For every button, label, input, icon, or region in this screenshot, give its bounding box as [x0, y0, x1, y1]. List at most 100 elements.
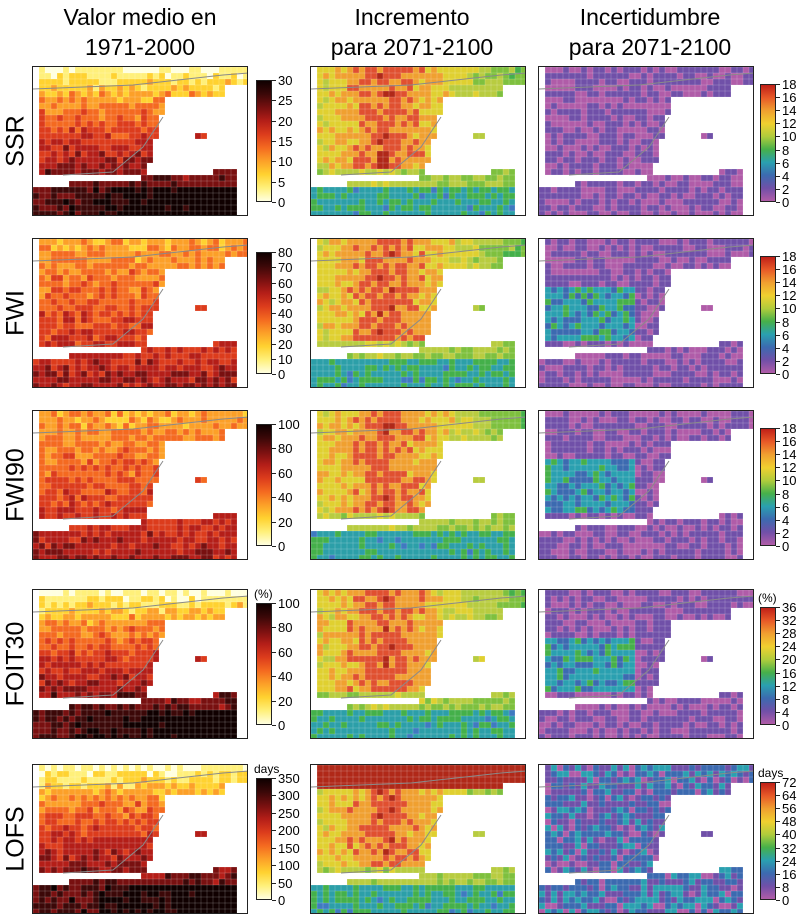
map-cell: [605, 187, 611, 193]
map-cell: [225, 549, 231, 555]
map-cell: [159, 193, 165, 199]
map-cell: [581, 187, 587, 193]
map-cell: [317, 317, 323, 323]
map-cell: [183, 245, 189, 251]
map-cell: [659, 269, 665, 275]
colorbar-tick-label: 30: [278, 74, 292, 87]
map-cell: [677, 205, 683, 211]
map-cell: [635, 269, 641, 275]
map-cell: [497, 199, 503, 205]
map-cell: [401, 263, 407, 269]
map-cell: [87, 453, 93, 459]
map-cell: [213, 169, 219, 175]
map-cell: [153, 257, 159, 263]
map-cell: [437, 257, 443, 263]
map-cell: [497, 211, 503, 216]
map-cell: [207, 175, 213, 181]
map-cell: [599, 181, 605, 187]
map-cell: [683, 175, 689, 181]
map-cell: [395, 329, 401, 335]
map-cell: [63, 145, 69, 151]
map-cell: [563, 139, 569, 145]
map-cell: [311, 365, 317, 371]
map-cell: [183, 417, 189, 423]
map-cell: [581, 287, 587, 293]
map-cell: [713, 193, 719, 199]
map-cell: [515, 411, 521, 417]
map-cell: [105, 323, 111, 329]
map-cell: [63, 317, 69, 323]
map-cell: [87, 311, 93, 317]
map-cell: [377, 477, 383, 483]
map-cell: [473, 359, 479, 365]
map-cell: [93, 305, 99, 311]
map-cell: [51, 555, 57, 560]
map-cell: [69, 67, 75, 73]
map-cell: [443, 193, 449, 199]
map-cell: [81, 477, 87, 483]
map-cell: [63, 329, 69, 335]
map-cell: [81, 299, 87, 305]
map-cell: [605, 193, 611, 199]
map-cell: [75, 205, 81, 211]
map-cell: [455, 365, 461, 371]
map-cell: [347, 205, 353, 211]
map-cell: [671, 383, 677, 388]
map-cell: [383, 435, 389, 441]
map-cell: [57, 115, 63, 121]
map-cell: [195, 365, 201, 371]
map-cell: [413, 245, 419, 251]
map-cell: [57, 423, 63, 429]
map-cell: [141, 287, 147, 293]
map-cell: [195, 251, 201, 257]
map-cell: [69, 411, 75, 417]
map-cell: [323, 471, 329, 477]
map-cell: [551, 169, 557, 175]
map-cell: [647, 163, 653, 169]
map-cell: [123, 435, 129, 441]
map-cell: [225, 199, 231, 205]
map-cell: [479, 257, 485, 263]
map-cell: [129, 383, 135, 388]
map-cell: [407, 293, 413, 299]
map-cell: [491, 67, 497, 73]
map-cell: [683, 193, 689, 199]
map-cell: [695, 199, 701, 205]
map-cell: [123, 193, 129, 199]
map-cell: [395, 323, 401, 329]
map-cell: [69, 79, 75, 85]
map-cell: [93, 531, 99, 537]
map-cell: [605, 299, 611, 305]
map-cell: [183, 67, 189, 73]
map-cell: [87, 97, 93, 103]
map-cell: [39, 377, 45, 383]
map-cell: [719, 205, 725, 211]
map-cell: [515, 251, 521, 257]
map-cell: [587, 91, 593, 97]
map-cell: [377, 435, 383, 441]
map-cell: [635, 317, 641, 323]
map-cell: [455, 85, 461, 91]
map-cell: [335, 275, 341, 281]
map-cell: [135, 187, 141, 193]
map-cell: [413, 489, 419, 495]
map-cell: [147, 85, 153, 91]
map-cell: [713, 257, 719, 263]
map-cell: [81, 115, 87, 121]
map-cell: [485, 353, 491, 359]
map-cell: [117, 447, 123, 453]
map-cell: [45, 187, 51, 193]
map-cell: [353, 477, 359, 483]
map-cell: [545, 163, 551, 169]
map-cell: [431, 85, 437, 91]
map-cell: [641, 211, 647, 216]
map-cell: [371, 251, 377, 257]
map-cell: [431, 133, 437, 139]
map-cell: [39, 127, 45, 133]
map-cell: [401, 477, 407, 483]
map-cell: [353, 281, 359, 287]
map-cell: [701, 85, 707, 91]
map-cell: [437, 67, 443, 73]
map-cell: [641, 127, 647, 133]
map-cell: [419, 411, 425, 417]
